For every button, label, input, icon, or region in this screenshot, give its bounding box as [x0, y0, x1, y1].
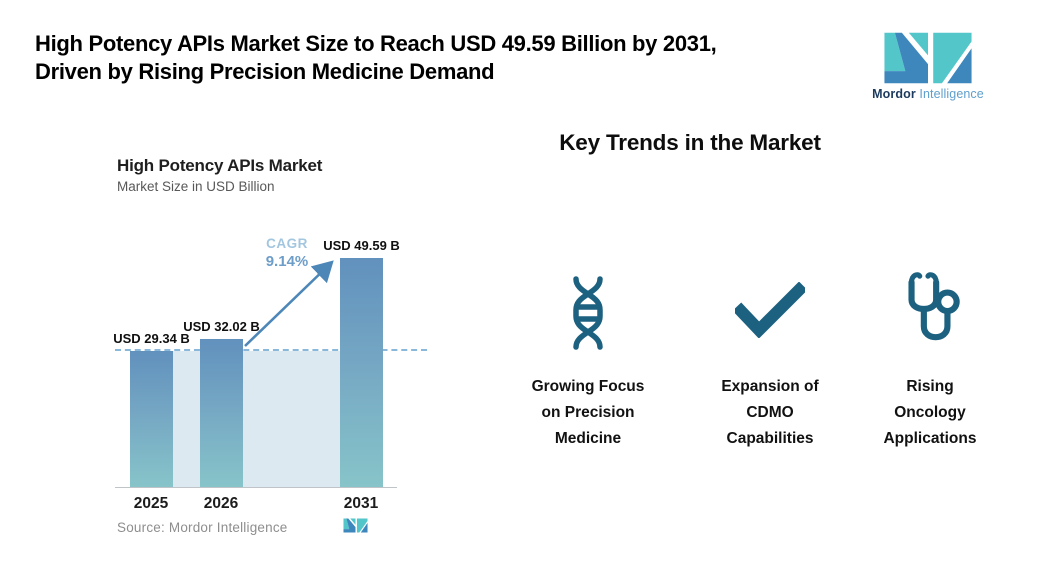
source-text: Source: Mordor Intelligence — [117, 520, 288, 535]
trend-item-oncology: Rising Oncology Applications — [840, 262, 1020, 452]
trend-label: Growing Focus on Precision Medicine — [531, 378, 645, 447]
brand-name-bold: Mordor — [872, 87, 916, 101]
bar-2031: USD 49.59 B — [323, 238, 400, 487]
brand-wordmark: Mordor Intelligence — [868, 87, 988, 101]
trend-item-precision-medicine: Growing Focus on Precision Medicine — [498, 262, 678, 452]
reference-dashed-line — [115, 349, 427, 351]
x-tick-2025: 2025 — [133, 495, 169, 512]
page-title: High Potency APIs Market Size to Reach U… — [35, 30, 865, 86]
x-tick-2026: 2026 — [203, 495, 239, 512]
page-title-line-2: Driven by Rising Precision Medicine Dema… — [35, 59, 495, 84]
trend-item-cdmo: Expansion of CDMO Capabilities — [680, 262, 860, 452]
cagr-value: 9.14% — [265, 253, 309, 270]
mordor-logo-icon — [884, 32, 972, 84]
chart-subtitle: Market Size in USD Billion — [117, 179, 275, 194]
trend-label: Rising Oncology Applications — [883, 378, 977, 447]
source-row: Source: Mordor Intelligence — [115, 518, 397, 538]
x-tick-2031: 2031 — [343, 495, 379, 512]
trends-heading: Key Trends in the Market — [559, 130, 821, 155]
x-axis-line — [115, 487, 397, 488]
bar-2025: USD 29.34 B — [113, 331, 190, 487]
bar-2026-value-label: USD 32.02 B — [183, 319, 260, 334]
check-icon — [680, 262, 860, 350]
bar-2026: USD 32.02 B — [183, 319, 260, 487]
stethoscope-icon — [840, 262, 1020, 350]
dna-icon — [498, 262, 678, 350]
brand-name-light: Intelligence — [919, 87, 984, 101]
bar-2025-value-label: USD 29.34 B — [113, 331, 190, 346]
bar-chart-plot: USD 29.34 B USD 32.02 B USD 49.59 B CAGR… — [113, 150, 445, 515]
cagr-label: CAGR — [266, 236, 308, 251]
growth-arrow-icon — [244, 260, 334, 347]
trend-label: Expansion of CDMO Capabilities — [721, 378, 819, 447]
mordor-logo-icon — [343, 518, 368, 533]
bar-2031-value-label: USD 49.59 B — [323, 238, 400, 253]
page-title-line-1: High Potency APIs Market Size to Reach U… — [35, 31, 717, 56]
market-size-chart: High Potency APIs Market Market Size in … — [113, 150, 445, 550]
chart-title: High Potency APIs Market — [117, 156, 323, 175]
brand-logo: Mordor Intelligence — [868, 31, 988, 101]
